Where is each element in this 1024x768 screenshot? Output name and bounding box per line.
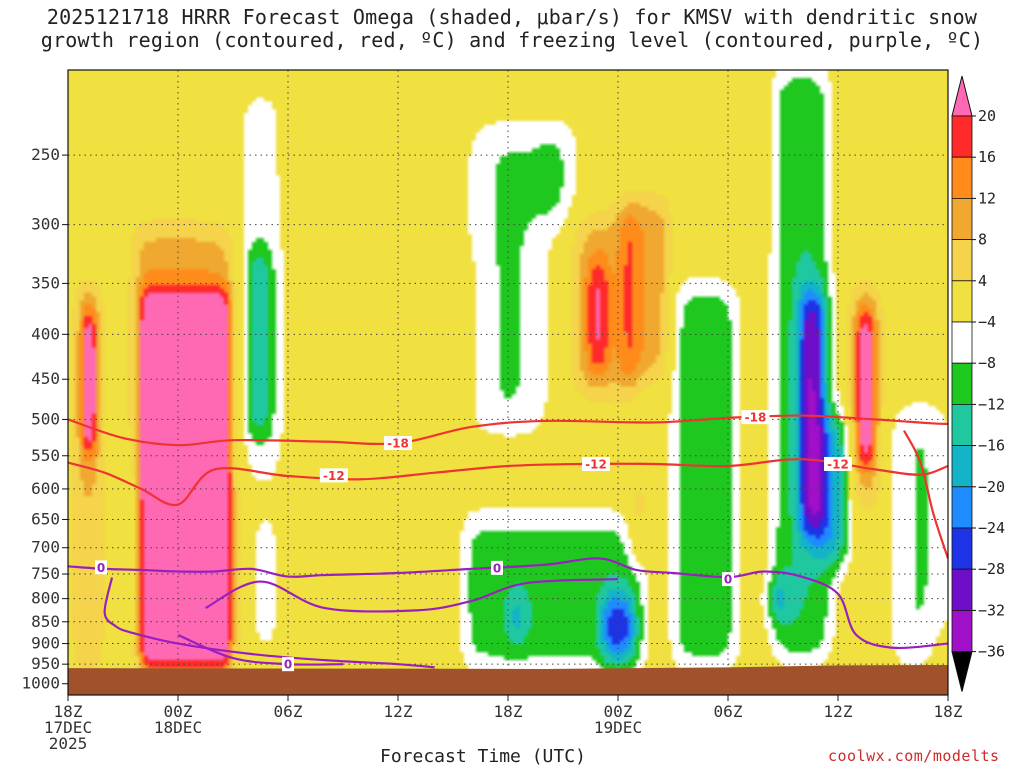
contour-label: 0 [284,658,292,672]
x-tick-label: 18Z [54,702,83,721]
colorbar-tick-label: −12 [978,395,1005,413]
title-line-2: growth region (contoured, red, ºC) and f… [40,28,984,52]
colorbar-tick-label: 4 [978,272,987,290]
colorbar-swatch [951,239,973,282]
chart-title: 2025121718 HRRR Forecast Omega (shaded, … [0,6,1024,52]
contour-freezing-line [177,633,344,666]
colorbar-swatch [951,115,973,158]
y-tick-label: 700 [31,538,60,557]
y-tick-label: 250 [31,145,60,164]
contour-freezing-line [103,577,435,669]
contour-lines: -18 -18 -12 -12 -12 0 0 0 0 [68,410,948,672]
contour-freezing-line [204,577,619,613]
colorbar-swatch [951,568,973,611]
y-axis: 250 300 350 400 450 500 550 600 650 700 750 800 850 9… [21,145,68,693]
x-tick-label: 06Z [714,702,743,721]
x-tick-label: 06Z [274,702,303,721]
contour-dgz-line [68,414,948,447]
y-tick-label: 900 [31,634,60,653]
contour-label-bg [582,456,610,471]
colorbar-tick-label: −20 [978,478,1005,496]
colorbar-tick-label: −8 [978,354,996,372]
contour-label: -12 [585,457,607,471]
colorbar-tick-label: 20 [978,107,996,125]
contour-label: -18 [745,411,767,425]
contour-label: -12 [323,469,345,483]
colorbar-swatch [951,280,973,323]
contour-label-bg [722,572,734,587]
contour-label: 0 [493,561,501,575]
x-tick-label: 12Z [384,702,413,721]
contour-label: -12 [827,457,849,471]
y-tick-label: 1000 [21,674,60,693]
colorbar: 20 16 12 8 4 −4 −8 −12 −16 −20 −24 −28 −32 −36 [951,75,1005,692]
x-tick-label: 18DEC [154,718,202,737]
title-line-1: 2025121718 HRRR Forecast Omega (shaded, … [46,5,978,29]
x-tick-label: 00Z [164,702,193,721]
y-tick-label: 400 [31,324,60,343]
y-tick-label: 350 [31,273,60,292]
x-tick-label: 17DEC [44,718,92,737]
y-tick-label: 750 [31,564,60,583]
y-tick-label: 950 [31,654,60,673]
y-tick-label: 650 [31,509,60,528]
colorbar-tick-label: −36 [978,643,1005,661]
contour-label-bg [282,657,294,672]
contour-label: 0 [97,561,105,575]
x-tick-label: 00Z [604,702,633,721]
colorbar-swatch [951,362,973,405]
omega-shading [68,70,948,695]
contour-label-bg [95,560,107,575]
y-tick-label: 550 [31,446,60,465]
colorbar-swatch [951,610,973,653]
colorbar-tick-label: −4 [978,313,996,331]
colorbar-swatch [951,403,973,446]
contour-label-bg [491,560,503,575]
contour-label-bg [384,436,412,451]
colorbar-tick-label: −24 [978,519,1005,537]
x-tick-label: 2025 [49,734,88,753]
x-tick-label: 12Z [824,702,853,721]
y-tick-label: 450 [31,369,60,388]
contour-label-bg [319,468,348,483]
y-tick-label: 800 [31,589,60,608]
colorbar-tick-label: 12 [978,189,996,207]
colorbar-swatch [951,321,973,364]
contour-label-bg [741,410,770,425]
colorbar-swatch [951,527,973,570]
colorbar-swatch [951,486,973,529]
x-tick-label: 18Z [494,702,523,721]
y-tick-label: 500 [31,409,60,428]
x-tick-label: 18Z [934,702,963,721]
colorbar-swatch [951,156,973,199]
y-tick-label: 600 [31,479,60,498]
terrain-ground [68,664,948,695]
contour-label-bg [824,456,852,471]
colorbar-tick-label: −28 [978,560,1005,578]
contour-label: -18 [387,437,409,451]
x-tick-label: 19DEC [594,718,642,737]
terrain-fill [68,664,948,695]
contour-dgz-line [903,430,948,559]
colorbar-swatch [951,197,973,240]
colorbar-tick-label: 16 [978,148,996,166]
colorbar-top-triangle [951,75,973,117]
colorbar-tick-label: −16 [978,437,1005,455]
contour-label: 0 [724,573,732,587]
colorbar-bottom-triangle [951,651,973,692]
y-tick-label: 300 [31,215,60,234]
colorbar-tick-label: −32 [978,601,1005,619]
colorbar-tick-label: 8 [978,231,987,249]
x-axis-label: Forecast Time (UTC) [380,746,586,767]
y-tick-label: 850 [31,612,60,631]
credit-link[interactable]: coolwx.com/modelts [828,747,1000,765]
colorbar-swatch [951,445,973,488]
contour-freezing-line [68,557,948,650]
